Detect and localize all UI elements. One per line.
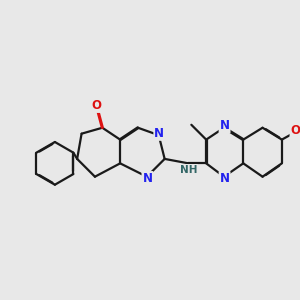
Text: NH: NH	[180, 165, 197, 175]
Text: O: O	[92, 99, 101, 112]
Text: N: N	[220, 119, 230, 133]
Text: N: N	[220, 172, 230, 185]
Text: N: N	[154, 127, 164, 140]
Text: N: N	[142, 172, 152, 185]
Text: O: O	[290, 124, 300, 137]
